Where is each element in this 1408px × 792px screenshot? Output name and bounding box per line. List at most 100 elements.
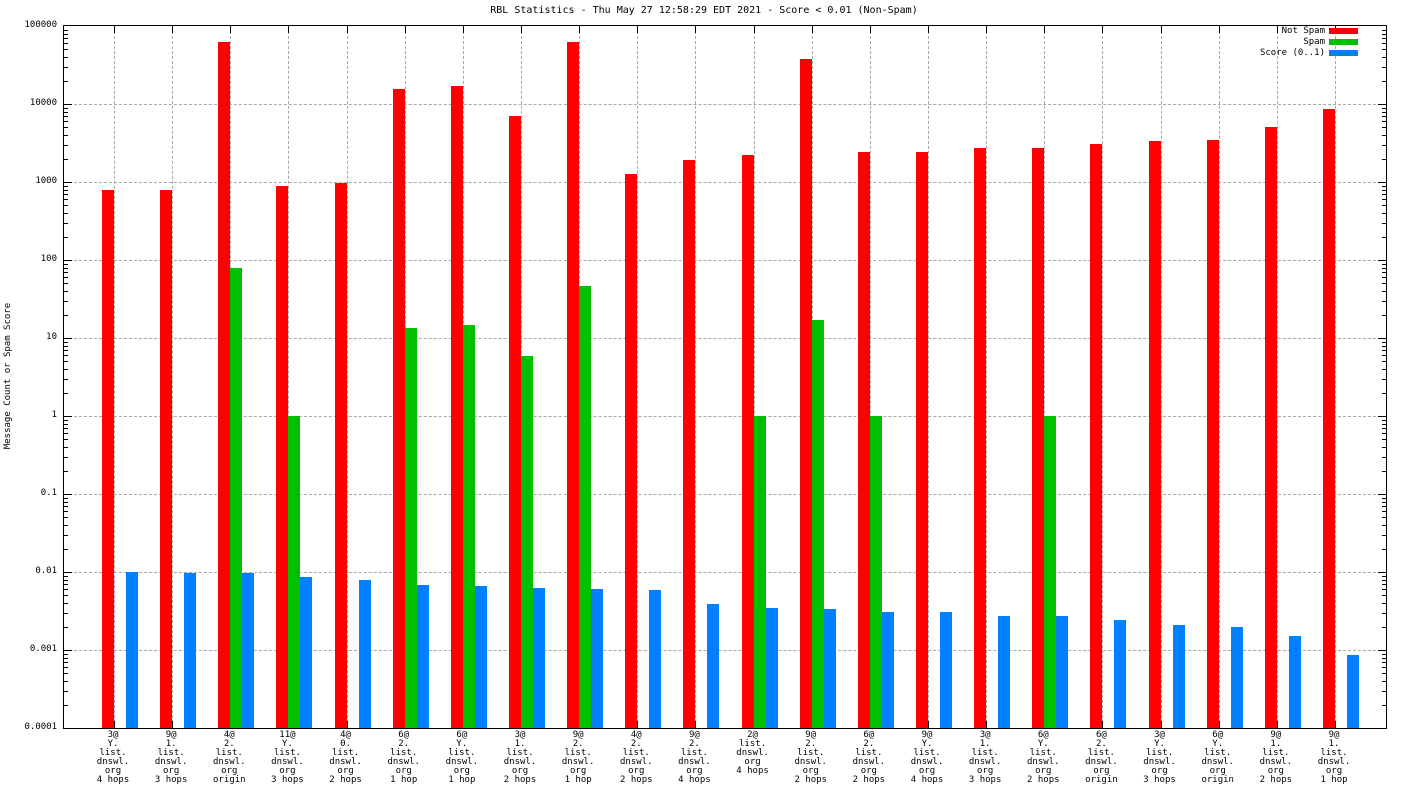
bar-score [823, 608, 836, 728]
y-minor-tick [1382, 107, 1386, 109]
y-major-tick [64, 182, 72, 183]
x-tick [521, 26, 522, 33]
bar-score [184, 573, 197, 728]
y-minor-tick [64, 116, 68, 118]
bar-not-spam [276, 186, 289, 728]
y-minor-tick [1382, 497, 1386, 499]
bar-spam [811, 320, 824, 728]
y-minor-tick [1382, 29, 1386, 31]
x-tick [811, 26, 813, 33]
y-minor-tick [1382, 419, 1386, 421]
y-minor-tick [1382, 584, 1386, 586]
horizontal-gridline [64, 650, 1386, 651]
x-tick [1044, 26, 1046, 33]
x-tick [986, 721, 988, 728]
y-minor-tick [64, 653, 68, 655]
x-tick [986, 26, 988, 33]
vertical-gridline [869, 26, 871, 728]
y-minor-tick [64, 419, 68, 421]
y-minor-tick [64, 185, 68, 187]
bar-not-spam [1090, 143, 1103, 728]
y-minor-tick [64, 595, 68, 597]
y-minor-tick [1382, 189, 1386, 191]
bar-not-spam [916, 151, 928, 728]
y-minor-tick [1382, 423, 1386, 425]
y-minor-tick [64, 548, 68, 550]
bar-score [1230, 626, 1243, 728]
vertical-gridline [288, 26, 290, 728]
y-minor-tick [1382, 433, 1386, 435]
x-tick [928, 26, 929, 33]
y-minor-tick [64, 378, 68, 380]
y-minor-tick [1382, 263, 1386, 265]
bar-spam [869, 416, 882, 728]
x-tick-label: 4@ 2. list. dnswl. org 2 hops [620, 730, 653, 785]
bar-spam [462, 325, 475, 728]
y-tick-label: 1000 [35, 176, 57, 186]
y-minor-tick [64, 506, 68, 508]
y-minor-tick [1382, 501, 1386, 503]
bar-not-spam [160, 189, 173, 728]
y-minor-tick [64, 511, 68, 513]
bar-not-spam [334, 183, 347, 728]
y-minor-tick [64, 501, 68, 503]
y-major-tick [64, 104, 72, 105]
y-minor-tick [64, 575, 68, 577]
horizontal-gridline [64, 104, 1386, 105]
legend-swatch-score [1329, 50, 1358, 56]
y-minor-tick [1382, 43, 1386, 45]
horizontal-gridline [64, 572, 1386, 573]
y-minor-tick [64, 199, 68, 201]
x-tick-label: 6@ 2. list. dnswl. org 2 hops [852, 730, 886, 785]
vertical-gridline [1160, 26, 1162, 728]
y-minor-tick [64, 341, 68, 343]
bar-not-spam [1032, 147, 1045, 728]
y-minor-tick [64, 213, 68, 215]
y-minor-tick [1382, 236, 1386, 238]
y-minor-tick [1382, 267, 1386, 269]
y-minor-tick [1382, 626, 1386, 628]
y-minor-tick [1382, 80, 1386, 82]
y-minor-tick [64, 43, 68, 45]
y-minor-tick [64, 704, 68, 706]
legend-row: Not Spam [0, 26, 1383, 36]
bar-not-spam [683, 159, 696, 728]
y-minor-tick [64, 314, 68, 316]
bar-score [649, 589, 662, 728]
y-minor-tick [1382, 704, 1386, 706]
y-minor-tick [1382, 127, 1386, 129]
x-tick-label: 9@ 2. list. dnswl. org 2 hops [794, 730, 827, 785]
bar-not-spam [392, 89, 405, 728]
x-tick [1218, 721, 1220, 728]
x-tick [869, 26, 871, 33]
y-minor-tick [1382, 667, 1386, 669]
bar-not-spam [218, 42, 231, 728]
y-major-tick [1378, 260, 1386, 261]
y-minor-tick [64, 300, 68, 302]
y-minor-tick [1382, 121, 1386, 123]
y-major-tick [64, 416, 72, 417]
vertical-gridline [637, 26, 639, 728]
y-minor-tick [64, 517, 68, 519]
legend-label: Spam [1303, 37, 1325, 47]
x-tick [114, 26, 115, 33]
y-minor-tick [1382, 506, 1386, 508]
y-minor-tick [1382, 350, 1386, 352]
horizontal-gridline [64, 494, 1386, 495]
x-tick-label: 2@ list. dnswl. org 4 hops [736, 730, 769, 776]
y-minor-tick [1382, 33, 1386, 35]
x-tick [637, 721, 639, 728]
y-minor-tick [64, 534, 68, 536]
bar-not-spam [799, 58, 812, 728]
legend-label: Not Spam [1281, 26, 1325, 36]
bar-not-spam [450, 86, 463, 728]
y-minor-tick [1382, 144, 1386, 146]
y-minor-tick [64, 423, 68, 425]
y-minor-tick [1382, 589, 1386, 591]
y-minor-tick [64, 439, 68, 441]
y-major-tick [1378, 416, 1386, 417]
x-tick-label: 9@ 1. list. dnswl. org 1 hop [1317, 730, 1351, 785]
x-tick [114, 721, 115, 728]
y-minor-tick [1382, 447, 1386, 449]
y-minor-tick [1382, 653, 1386, 655]
